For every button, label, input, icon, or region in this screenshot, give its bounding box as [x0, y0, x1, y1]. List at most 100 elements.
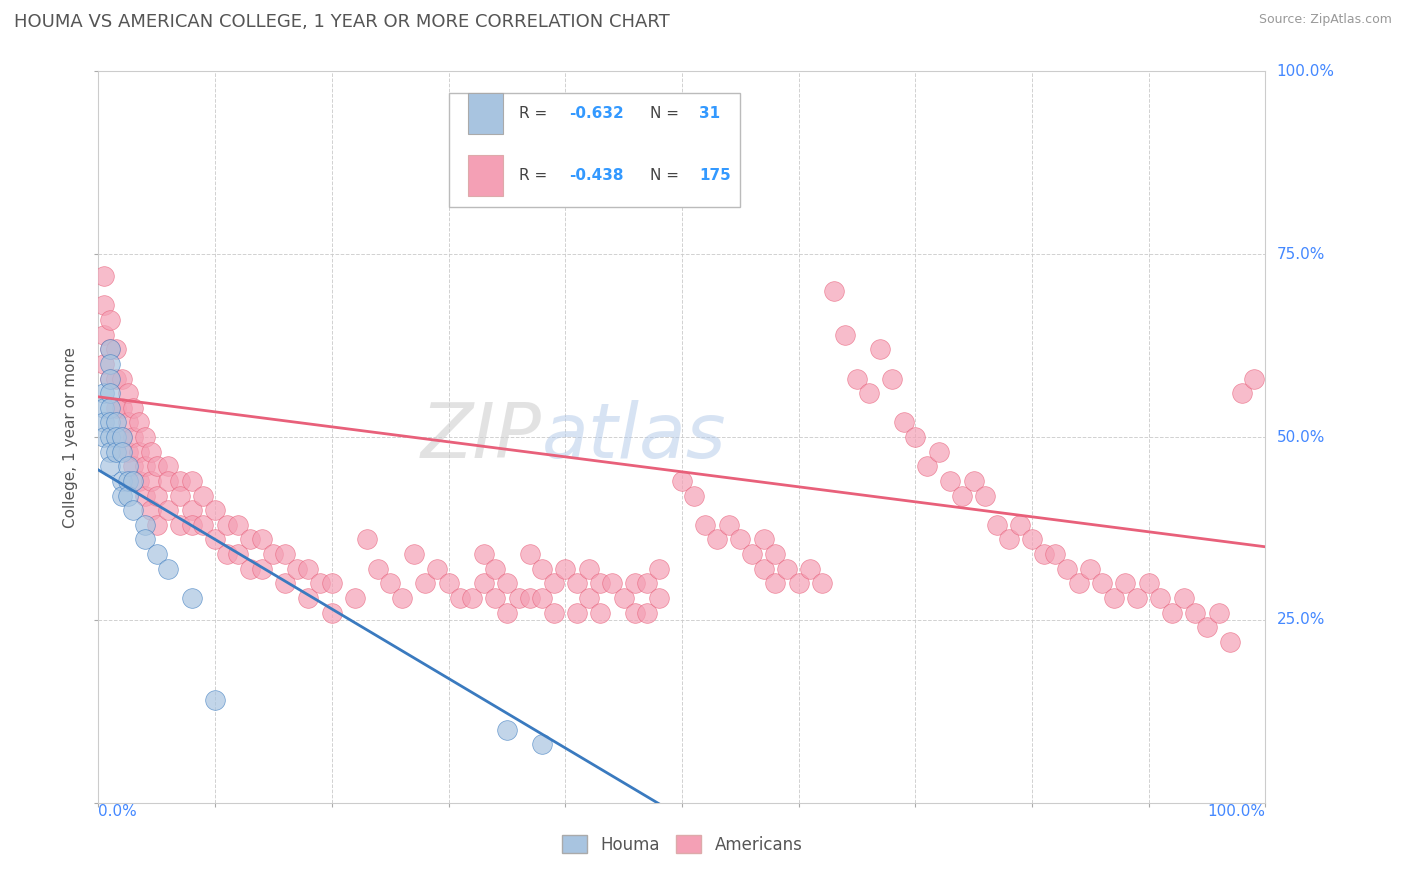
Point	[496, 606, 519, 620]
Point	[250, 533, 273, 547]
Point	[250, 562, 273, 576]
Point	[93, 386, 115, 401]
Point	[530, 562, 553, 576]
Point	[1080, 562, 1102, 576]
Point	[530, 591, 553, 605]
Point	[1173, 591, 1195, 605]
Point	[93, 298, 115, 312]
Point	[309, 576, 332, 591]
Point	[869, 343, 891, 357]
Text: 50.0%: 50.0%	[1277, 430, 1324, 444]
Point	[763, 576, 786, 591]
Point	[1091, 576, 1114, 591]
Point	[880, 371, 903, 385]
Point	[111, 474, 134, 488]
Point	[1032, 547, 1054, 561]
Point	[776, 562, 799, 576]
Point	[98, 371, 121, 385]
Point	[215, 547, 238, 561]
Point	[134, 430, 156, 444]
Point	[915, 459, 938, 474]
Point	[262, 547, 284, 561]
Point	[846, 371, 869, 385]
Point	[356, 533, 378, 547]
Y-axis label: College, 1 year or more: College, 1 year or more	[63, 347, 79, 527]
Point	[239, 562, 262, 576]
Point	[530, 737, 553, 751]
Point	[554, 562, 576, 576]
Text: 25.0%: 25.0%	[1277, 613, 1324, 627]
Point	[169, 489, 191, 503]
Point	[111, 430, 134, 444]
Text: 75.0%: 75.0%	[1277, 247, 1324, 261]
Point	[695, 517, 717, 532]
Point	[169, 474, 191, 488]
Point	[146, 517, 169, 532]
Point	[449, 591, 471, 605]
Point	[1149, 591, 1171, 605]
Point	[111, 489, 134, 503]
Point	[1161, 606, 1184, 620]
Point	[717, 517, 740, 532]
Point	[823, 284, 845, 298]
Point	[578, 562, 600, 576]
Point	[117, 416, 139, 430]
Point	[671, 474, 693, 488]
Text: 100.0%: 100.0%	[1208, 805, 1265, 819]
Point	[146, 489, 169, 503]
Point	[950, 489, 973, 503]
Point	[565, 606, 588, 620]
Point	[93, 416, 115, 430]
Point	[297, 562, 319, 576]
Text: 0.0%: 0.0%	[98, 805, 138, 819]
Point	[893, 416, 915, 430]
Point	[180, 517, 202, 532]
Text: 31: 31	[699, 106, 720, 121]
Point	[321, 576, 343, 591]
Point	[104, 416, 127, 430]
Point	[647, 591, 669, 605]
Point	[111, 371, 134, 385]
Point	[228, 547, 250, 561]
FancyBboxPatch shape	[468, 94, 503, 134]
Point	[104, 371, 127, 385]
Point	[215, 517, 238, 532]
Point	[117, 474, 139, 488]
Point	[752, 562, 775, 576]
Point	[180, 474, 202, 488]
Point	[169, 517, 191, 532]
Point	[1208, 606, 1230, 620]
Text: -0.438: -0.438	[568, 169, 623, 184]
Text: 175: 175	[699, 169, 731, 184]
Point	[146, 459, 169, 474]
Point	[624, 606, 647, 620]
Text: -0.632: -0.632	[568, 106, 623, 121]
Point	[928, 444, 950, 458]
Point	[484, 562, 506, 576]
Point	[134, 459, 156, 474]
Point	[939, 474, 962, 488]
Point	[98, 343, 121, 357]
Point	[117, 489, 139, 503]
Text: R =: R =	[519, 106, 551, 121]
Point	[589, 606, 612, 620]
Point	[730, 533, 752, 547]
Point	[104, 343, 127, 357]
Point	[752, 533, 775, 547]
Point	[122, 430, 145, 444]
Point	[1230, 386, 1253, 401]
Point	[413, 576, 436, 591]
Point	[391, 591, 413, 605]
Point	[834, 327, 856, 342]
Legend: Houma, Americans: Houma, Americans	[555, 829, 808, 860]
Point	[117, 386, 139, 401]
Point	[204, 503, 226, 517]
Point	[565, 576, 588, 591]
Point	[104, 401, 127, 415]
Point	[193, 517, 215, 532]
Point	[146, 547, 169, 561]
Point	[204, 693, 226, 707]
Point	[741, 547, 763, 561]
Point	[98, 459, 121, 474]
Point	[139, 503, 162, 517]
